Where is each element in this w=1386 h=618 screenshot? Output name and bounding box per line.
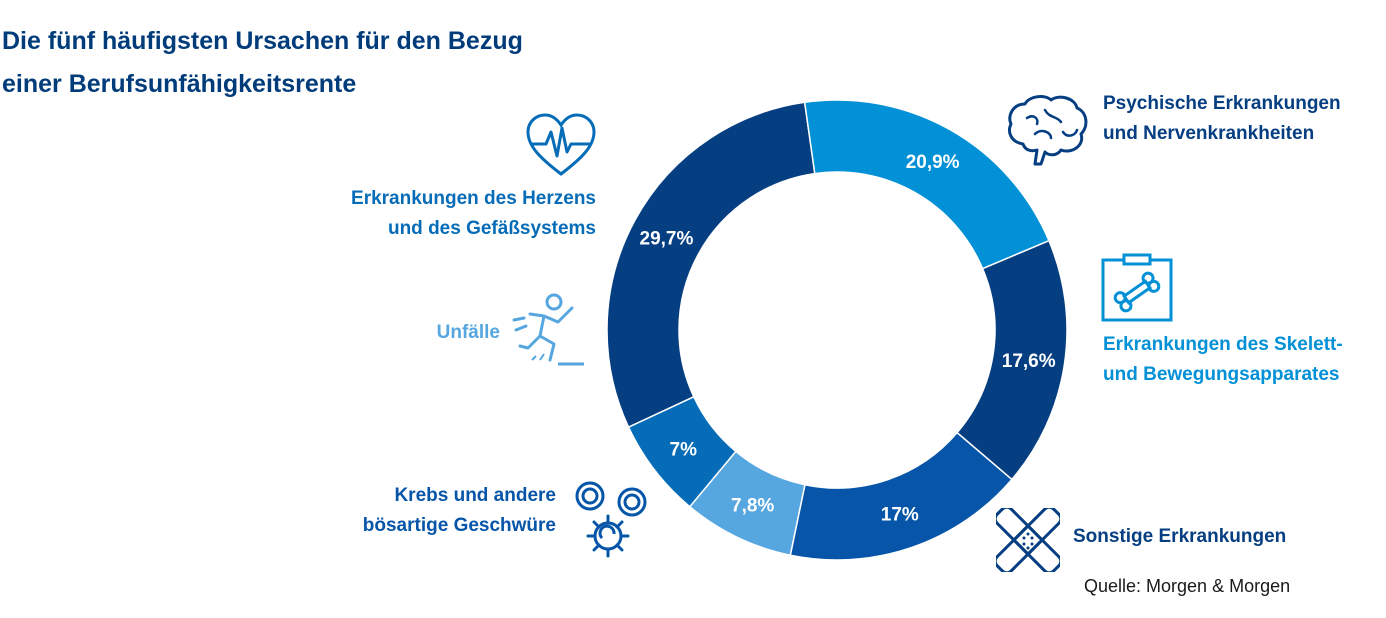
- donut-value-label-2: 17,6%: [1002, 351, 1056, 372]
- source-note: Quelle: Morgen & Morgen: [1084, 576, 1291, 596]
- label-skelett-line1: Erkrankungen des Skelett-: [1103, 334, 1343, 355]
- donut-slice-3: [789, 431, 1013, 561]
- label-herz-line1: Erkrankungen des Herzens: [351, 188, 596, 209]
- label-krebs-line2: bösartige Geschwüre: [362, 515, 556, 536]
- heart-pulse-icon: [526, 113, 596, 176]
- label-herz-gefaesse: Erkrankungen des Herzens und des Gefäßsy…: [290, 184, 596, 244]
- label-krebs: Krebs und andere bösartige Geschwüre: [310, 481, 556, 541]
- donut-value-label-1: 20,9%: [906, 152, 960, 173]
- label-psych-line2: und Nervenkrankheiten: [1103, 123, 1315, 144]
- label-sonstige-line1: Sonstige Erkrankungen: [1073, 526, 1287, 547]
- label-skelett-line2: und Bewegungsapparates: [1103, 364, 1340, 385]
- label-herz-line2: und des Gefäßsystems: [387, 218, 596, 239]
- donut-slice-0: [606, 101, 816, 429]
- label-unfaelle-line1: Unfälle: [436, 322, 500, 343]
- donut-value-label-4: 7,8%: [731, 496, 774, 517]
- donut-value-label-0: 29,7%: [640, 229, 694, 250]
- donut-value-label-5: 7%: [670, 439, 698, 460]
- donut-slice-5: [627, 395, 737, 508]
- bandage-icon: [996, 508, 1060, 572]
- label-unfaelle: Unfälle: [400, 318, 500, 348]
- chart-title-line1: Die fünf häufigsten Ursachen für den Bez…: [2, 27, 523, 55]
- chart-title-line2: einer Berufsunfähigkeitsrente: [2, 70, 357, 98]
- falling-person-icon: [512, 293, 584, 366]
- label-krebs-line1: Krebs und andere: [394, 485, 556, 506]
- donut-value-label-3: 17%: [881, 505, 919, 526]
- label-skelett-bewegungsapparat: Erkrankungen des Skelett- und Bewegungsa…: [1103, 330, 1343, 390]
- donut-value-labels: 29,7% 20,9% 17,6% 17% 7,8% 7%: [640, 152, 1056, 525]
- brain-icon: [1008, 95, 1088, 166]
- cancer-cells-icon: [575, 481, 647, 558]
- chart-title: Die fünf häufigsten Ursachen für den Bez…: [2, 20, 662, 106]
- label-sonstige-erkrankungen: Sonstige Erkrankungen: [1073, 522, 1286, 552]
- label-psychische-erkrankungen: Psychische Erkrankungen und Nervenkrankh…: [1103, 89, 1341, 149]
- donut-slices: [606, 99, 1068, 561]
- label-psych-line1: Psychische Erkrankungen: [1103, 93, 1341, 114]
- xray-bone-icon: [1101, 253, 1173, 322]
